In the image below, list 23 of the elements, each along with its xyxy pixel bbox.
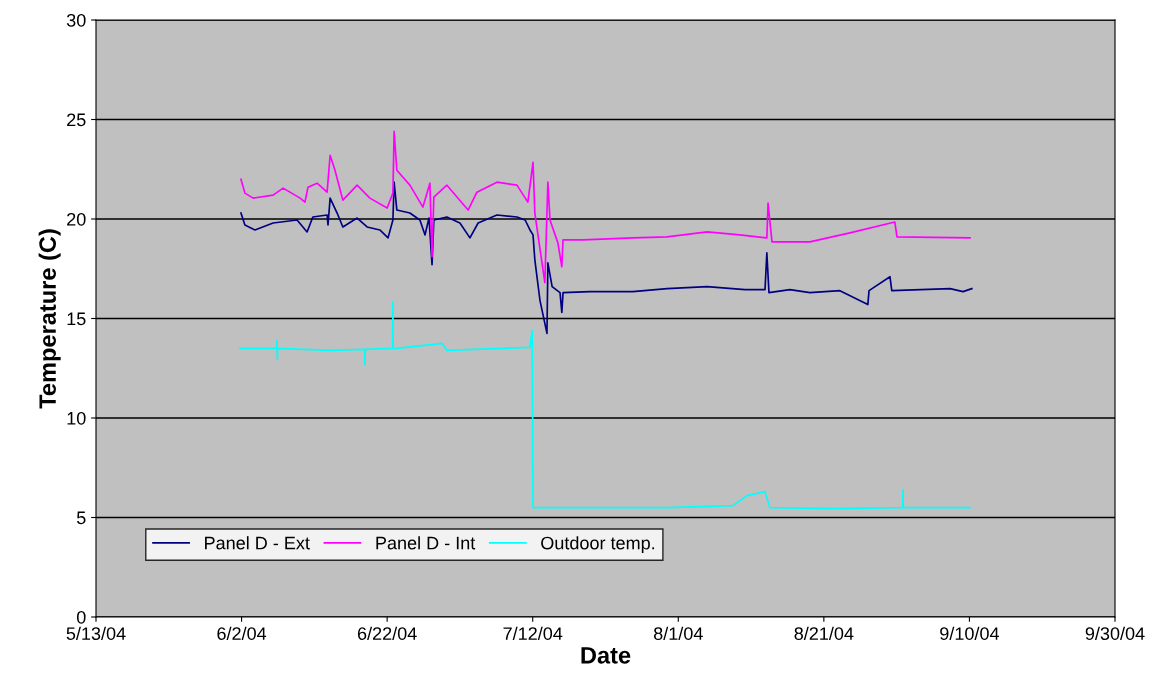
x-tick-label: 6/2/04 bbox=[217, 626, 267, 640]
y-tick-label: 10 bbox=[67, 411, 86, 425]
line-series bbox=[240, 181, 973, 335]
y-tick-label: 0 bbox=[76, 610, 86, 624]
x-tick-label: 9/30/04 bbox=[1085, 626, 1145, 640]
y-tick-label: 20 bbox=[67, 212, 86, 226]
y-tick-label: 5 bbox=[76, 511, 86, 525]
x-tick-label: 7/12/04 bbox=[503, 626, 563, 640]
y-axis-title: Temperature (C) bbox=[38, 229, 61, 409]
x-tick-label: 9/10/04 bbox=[940, 626, 1000, 640]
y-tick-label: 25 bbox=[67, 113, 86, 127]
legend-label: Panel D - Ext bbox=[205, 536, 310, 550]
x-axis-title: Date bbox=[581, 647, 631, 664]
line-series bbox=[240, 130, 971, 284]
legend-label: Outdoor temp. bbox=[541, 536, 655, 553]
x-tick-label: 8/21/04 bbox=[794, 626, 854, 640]
x-tick-label: 5/13/04 bbox=[66, 626, 126, 640]
x-tick-label: 6/22/04 bbox=[357, 626, 417, 640]
line-series bbox=[239, 301, 971, 510]
legend-label: Panel D - Int bbox=[376, 536, 476, 550]
x-tick-label: 8/1/04 bbox=[653, 626, 703, 640]
y-tick-label: 15 bbox=[67, 312, 86, 326]
y-tick-label: 30 bbox=[66, 13, 86, 27]
